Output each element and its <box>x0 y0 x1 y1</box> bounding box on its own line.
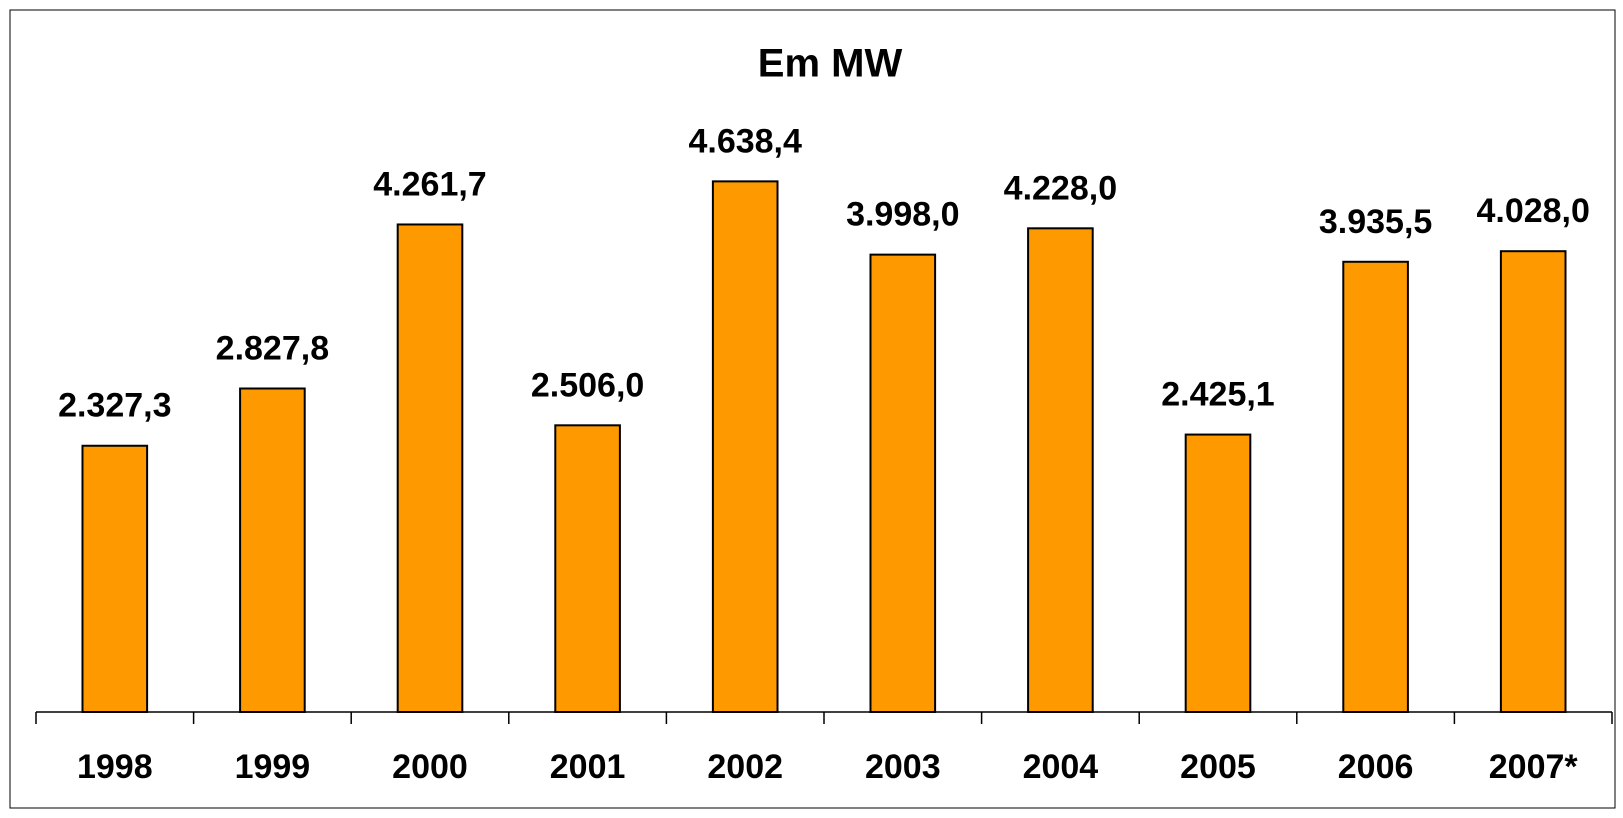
bar <box>869 253 937 713</box>
x-tick-label: 2002 <box>707 748 783 786</box>
x-tick-label: 2006 <box>1338 748 1414 786</box>
bar <box>1027 227 1094 713</box>
x-tick-label: 2003 <box>865 748 941 786</box>
bar <box>1499 250 1567 713</box>
x-tick-label: 2005 <box>1180 748 1256 786</box>
bar <box>81 444 149 713</box>
x-tick-label: 2007* <box>1489 748 1579 786</box>
bar <box>1342 260 1409 713</box>
data-label: 2.327,3 <box>58 387 171 425</box>
x-tick-label: 1999 <box>235 748 311 786</box>
data-label: 4.228,0 <box>1004 169 1117 207</box>
x-tick-label: 2004 <box>1023 748 1099 786</box>
data-label: 2.506,0 <box>531 366 644 404</box>
bar <box>1184 433 1252 713</box>
data-label: 3.935,5 <box>1319 203 1432 241</box>
bar <box>239 387 306 713</box>
bar <box>711 180 779 713</box>
bar <box>554 424 621 713</box>
data-label: 4.638,4 <box>688 122 802 160</box>
data-label: 2.827,8 <box>216 329 329 367</box>
data-label: 4.261,7 <box>373 165 486 203</box>
data-label: 4.028,0 <box>1476 192 1589 230</box>
bar <box>396 223 464 713</box>
data-label: 3.998,0 <box>846 196 959 234</box>
x-tick-label: 2001 <box>550 748 626 786</box>
data-label: 2.425,1 <box>1161 376 1274 414</box>
x-tick-label: 1998 <box>77 748 153 786</box>
chart-title: Em MW <box>758 42 903 86</box>
x-tick-label: 2000 <box>392 748 468 786</box>
